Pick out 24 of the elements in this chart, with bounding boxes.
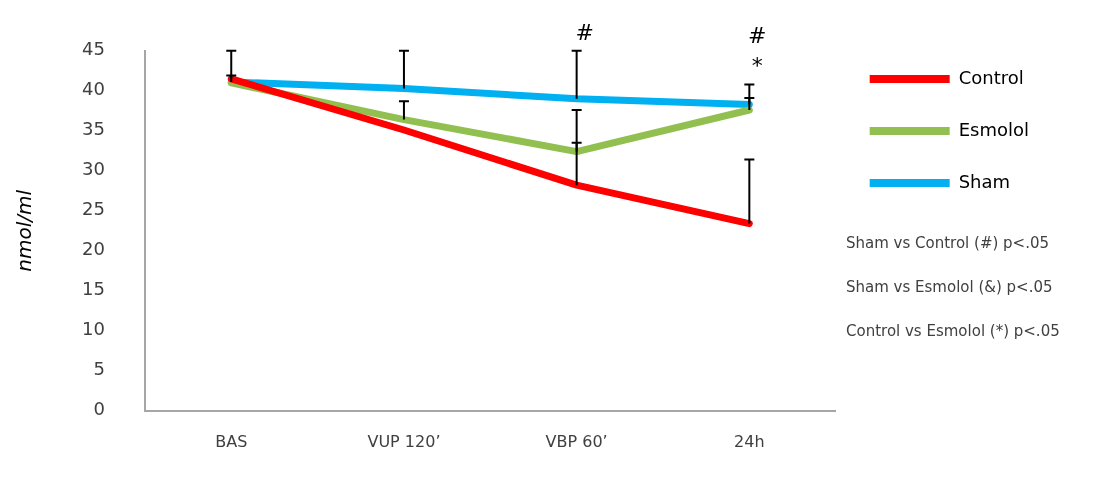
text: Sham vs Esmolol (&) p<.05 bbox=[846, 277, 1054, 298]
legend-label: Esmolol bbox=[958, 118, 1029, 140]
annotation: # bbox=[575, 19, 594, 45]
y-tick-label: 15 bbox=[82, 278, 105, 300]
legend-label: Sham bbox=[958, 170, 1011, 192]
y-tick-label: 30 bbox=[82, 158, 105, 180]
y-axis-title: nmol/ml bbox=[12, 189, 37, 272]
legend-label: Control bbox=[958, 66, 1024, 88]
y-tick-label: 0 bbox=[93, 398, 105, 420]
x-tick-label: VBP 60’ bbox=[545, 431, 608, 451]
y-tick-label: 45 bbox=[82, 38, 105, 60]
y-tick-label: 40 bbox=[82, 78, 105, 100]
annotation: # bbox=[748, 23, 767, 49]
annotation: * bbox=[751, 53, 763, 79]
y-tick-label: 35 bbox=[82, 118, 105, 140]
x-tick-label: 24h bbox=[734, 431, 765, 451]
x-tick-label: BAS bbox=[215, 431, 248, 451]
text: Control vs Esmolol (*) p<.05 bbox=[846, 321, 1060, 342]
y-tick-label: 10 bbox=[82, 318, 105, 340]
y-tick-label: 5 bbox=[93, 358, 105, 380]
x-tick-label: VUP 120’ bbox=[367, 431, 441, 451]
y-tick-label: 25 bbox=[82, 198, 105, 220]
text: Sham vs Control (#) p<.05 bbox=[846, 233, 1051, 254]
y-tick-label: 20 bbox=[82, 238, 105, 260]
